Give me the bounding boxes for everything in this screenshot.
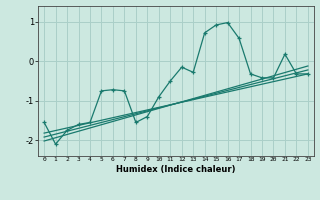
X-axis label: Humidex (Indice chaleur): Humidex (Indice chaleur) xyxy=(116,165,236,174)
